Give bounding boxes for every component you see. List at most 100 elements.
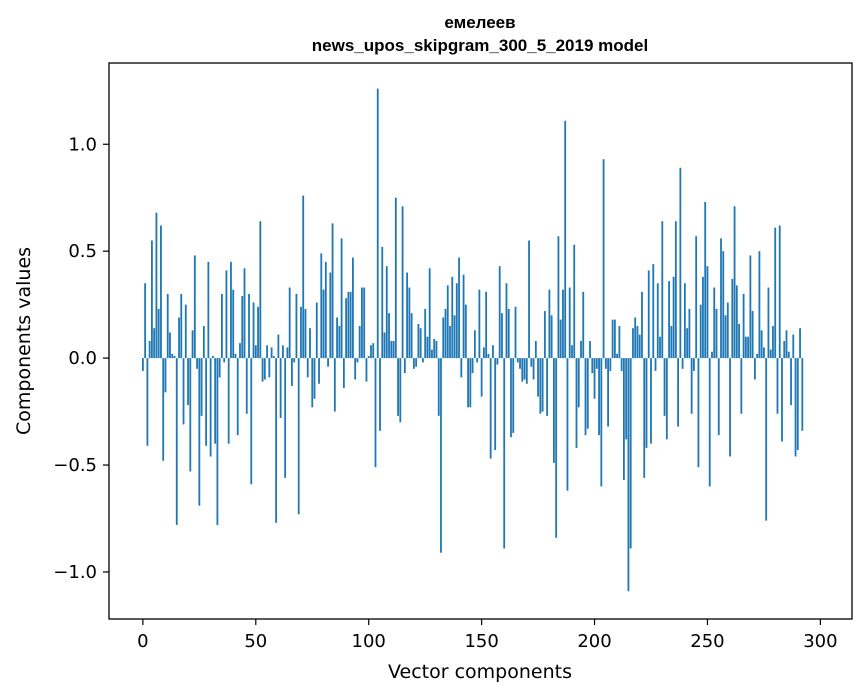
- bar: [530, 358, 533, 367]
- bar: [683, 283, 686, 359]
- y-tick-label: −0.5: [53, 455, 97, 476]
- bar: [699, 304, 702, 359]
- bar: [275, 358, 278, 523]
- y-tick-label: 1.0: [68, 134, 97, 155]
- bar: [693, 358, 695, 371]
- bar: [288, 287, 291, 359]
- bar: [492, 345, 494, 359]
- bar: [652, 264, 655, 359]
- bar: [266, 345, 268, 359]
- x-tick-label: 100: [352, 631, 386, 652]
- bar: [571, 345, 573, 359]
- bar: [166, 293, 169, 359]
- bar: [555, 358, 558, 538]
- bar: [794, 358, 797, 457]
- bar: [449, 326, 451, 359]
- bar: [458, 257, 460, 359]
- bar: [534, 341, 537, 359]
- bar: [216, 358, 219, 525]
- x-axis-ticks: 0 50 100 150 200 250 300: [137, 619, 838, 652]
- bar: [525, 358, 528, 384]
- bar: [252, 302, 255, 359]
- bar: [365, 358, 368, 382]
- bar: [424, 308, 427, 359]
- bar: [329, 272, 332, 359]
- bar: [729, 358, 731, 457]
- bar: [300, 306, 302, 359]
- bar: [336, 317, 338, 359]
- bar: [543, 311, 546, 359]
- bar: [548, 289, 551, 359]
- bar: [182, 358, 185, 425]
- bar: [647, 270, 650, 359]
- bar: [501, 313, 503, 359]
- bar: [354, 358, 357, 380]
- bar: [327, 358, 329, 367]
- bar: [281, 345, 284, 359]
- bar: [519, 358, 521, 369]
- bar: [442, 317, 445, 359]
- bar: [401, 206, 404, 359]
- bar: [638, 334, 641, 359]
- bar: [489, 358, 492, 459]
- bar: [173, 355, 176, 359]
- bar: [611, 319, 614, 359]
- bar: [306, 358, 309, 378]
- bars-group: [141, 88, 804, 592]
- bar: [521, 358, 524, 382]
- bar: [361, 287, 363, 359]
- bar: [695, 236, 698, 359]
- bar: [390, 341, 393, 359]
- bar: [476, 358, 479, 363]
- bar: [175, 358, 178, 525]
- bar: [214, 358, 217, 444]
- bar: [153, 328, 156, 359]
- bar: [376, 88, 379, 359]
- bar: [720, 238, 722, 359]
- bar: [494, 358, 497, 451]
- bar: [191, 330, 194, 359]
- bar: [196, 358, 198, 369]
- bar: [799, 328, 801, 359]
- bar: [250, 358, 253, 485]
- bar: [169, 332, 171, 359]
- bar: [417, 323, 420, 359]
- bar: [313, 358, 316, 399]
- bar: [295, 293, 298, 359]
- bar: [613, 319, 616, 359]
- bar: [629, 358, 632, 549]
- bar: [566, 358, 569, 491]
- bar: [690, 358, 693, 414]
- bar: [471, 358, 474, 374]
- bar: [473, 330, 476, 359]
- bar: [763, 347, 765, 359]
- bar: [415, 358, 418, 367]
- bar: [753, 358, 756, 380]
- bar: [205, 358, 208, 446]
- bar: [272, 355, 275, 359]
- bar: [686, 328, 689, 359]
- bar: [291, 358, 293, 386]
- bar: [239, 343, 241, 359]
- bar: [218, 358, 221, 378]
- bar: [433, 338, 436, 359]
- bar: [552, 358, 555, 463]
- bar: [790, 358, 792, 406]
- x-tick-label: 150: [464, 631, 498, 652]
- bar: [241, 296, 244, 359]
- bar: [641, 291, 643, 359]
- bar: [722, 251, 725, 359]
- y-tick-label: 0.0: [68, 348, 97, 369]
- bar: [399, 358, 402, 423]
- bar: [665, 358, 668, 440]
- bar: [674, 221, 677, 359]
- bar: [462, 274, 465, 359]
- bar: [318, 358, 320, 384]
- bar: [577, 358, 580, 408]
- bar: [435, 341, 438, 359]
- bar: [756, 353, 759, 359]
- bar: [363, 287, 366, 359]
- bar: [801, 358, 804, 431]
- x-tick-label: 250: [690, 631, 724, 652]
- bar: [236, 358, 239, 436]
